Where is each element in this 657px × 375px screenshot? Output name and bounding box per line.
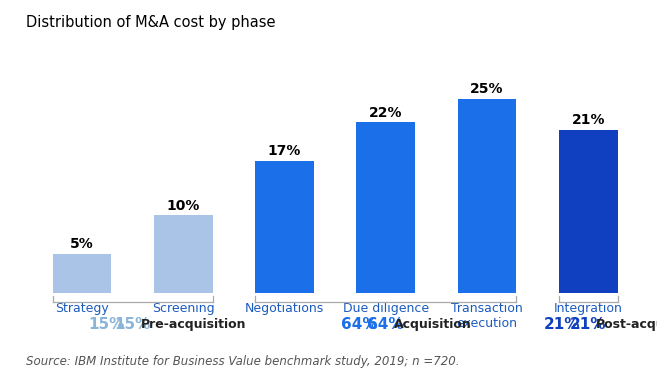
Text: 17%: 17%	[268, 144, 301, 158]
Text: 15%: 15%	[114, 317, 150, 332]
Bar	[457, 99, 516, 292]
Text: 64%: 64%	[367, 317, 404, 332]
Bar	[559, 130, 618, 292]
Text: Distribution of M&A cost by phase: Distribution of M&A cost by phase	[26, 15, 276, 30]
Text: 25%: 25%	[470, 82, 504, 96]
Text: Pre-acquisition: Pre-acquisition	[141, 318, 246, 332]
Bar	[154, 215, 213, 292]
Text: 5%: 5%	[70, 237, 94, 251]
Text: 21%: 21%	[572, 113, 605, 128]
Text: 10%: 10%	[166, 199, 200, 213]
Text: Source: IBM Institute for Business Value benchmark study, 2019; n =720.: Source: IBM Institute for Business Value…	[26, 354, 460, 368]
Text: 22%: 22%	[369, 106, 403, 120]
Bar	[53, 254, 111, 292]
Text: Post-acquisition: Post-acquisition	[597, 318, 657, 332]
Text: 15%: 15%	[88, 317, 124, 332]
Text: Acquisition: Acquisition	[394, 318, 472, 332]
Text: 21%: 21%	[543, 317, 580, 332]
Bar	[356, 122, 415, 292]
Text: 64%: 64%	[341, 317, 378, 332]
Bar	[255, 161, 314, 292]
Text: 21%: 21%	[570, 317, 606, 332]
